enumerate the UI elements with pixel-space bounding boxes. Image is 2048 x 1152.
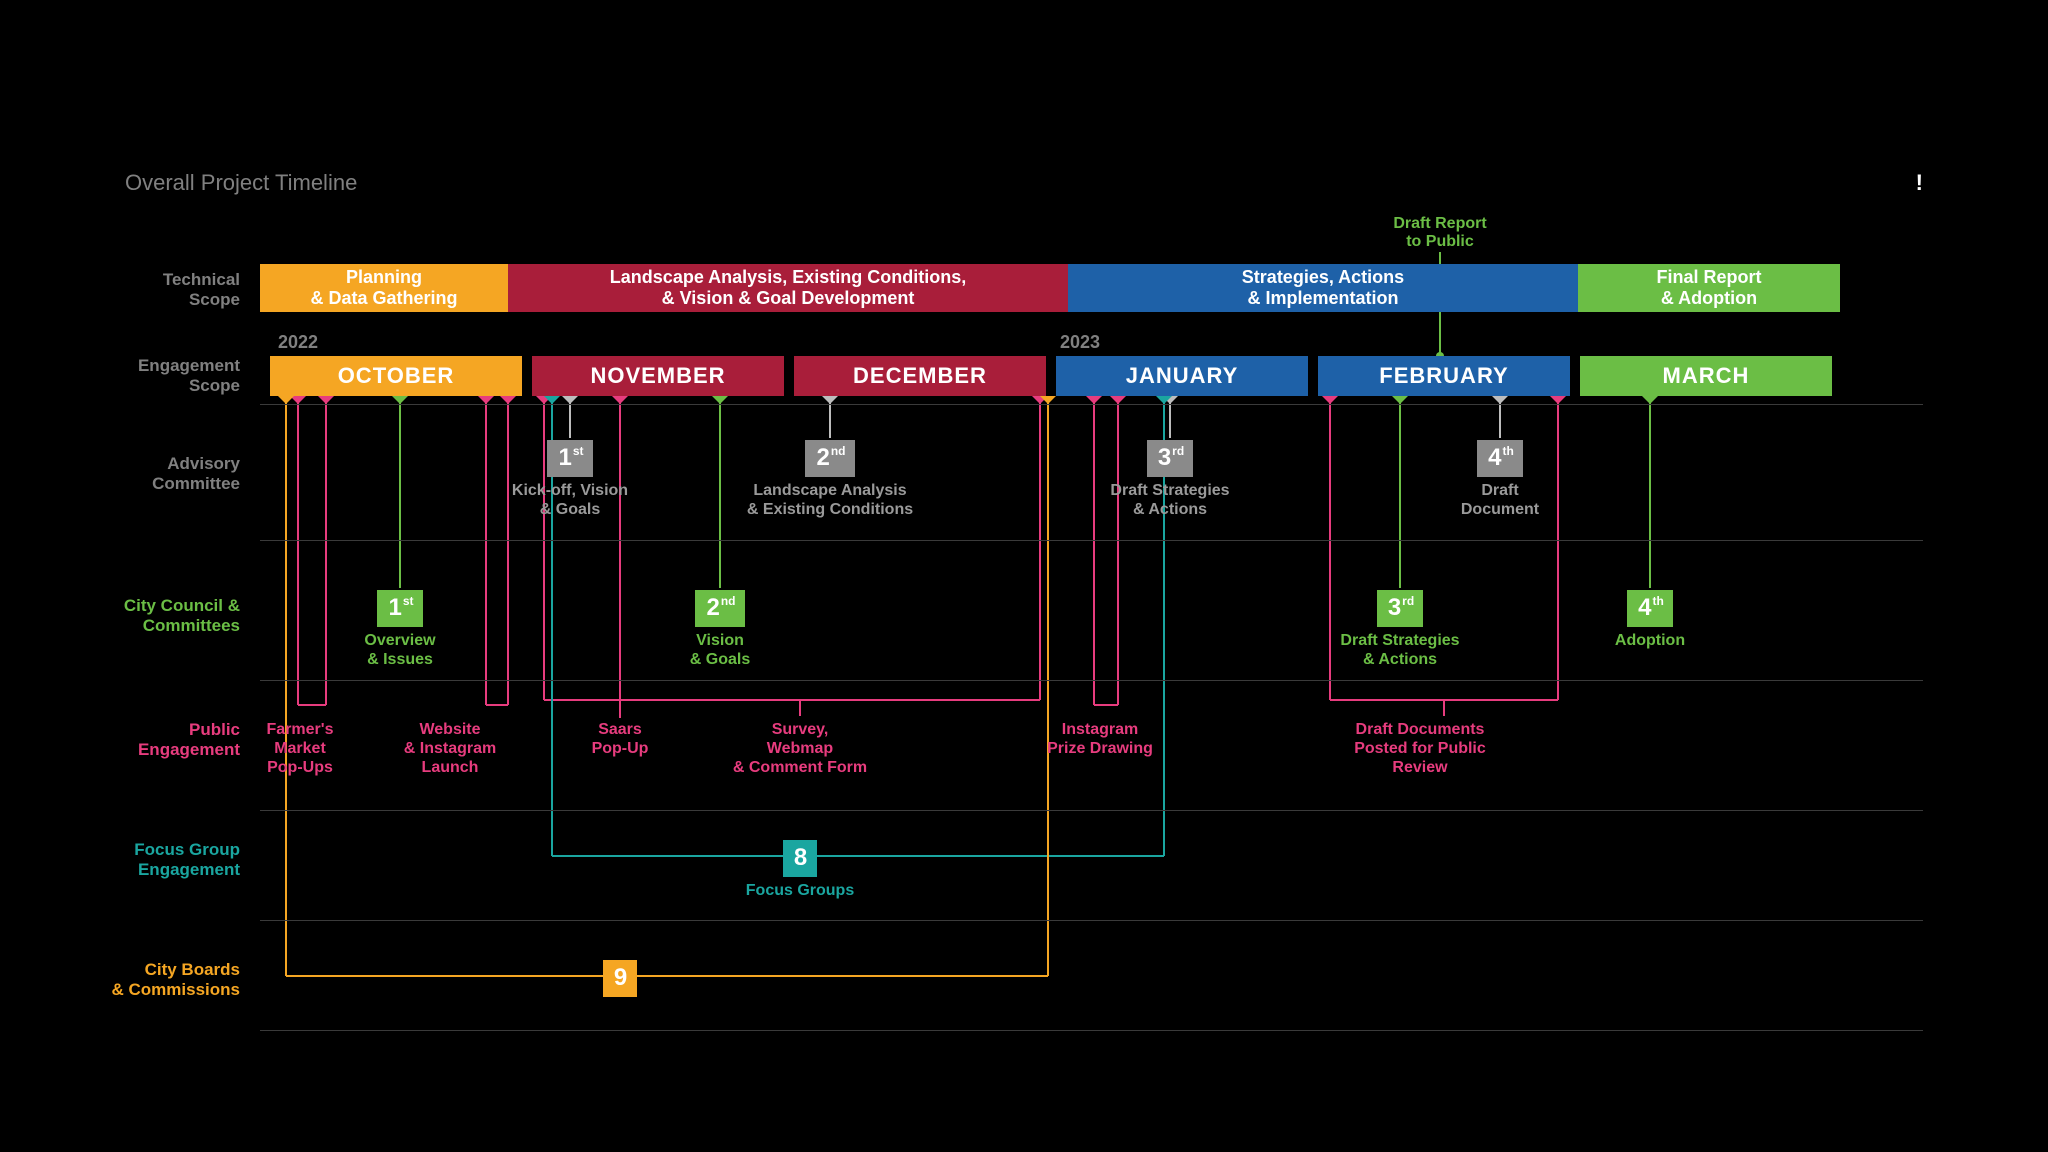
public-engagement-event: Survey,Webmap& Comment Form	[700, 720, 900, 778]
month-bar: DECEMBER	[794, 356, 1046, 396]
page-title: Overall Project Timeline	[125, 170, 357, 196]
advisory-milestone: 2ndLandscape Analysis& Existing Conditio…	[720, 440, 940, 519]
month-bar: JANUARY	[1056, 356, 1308, 396]
row-divider	[260, 810, 1923, 811]
month-bar: FEBRUARY	[1318, 356, 1570, 396]
technical-scope-phase: Final Report& Adoption	[1578, 264, 1840, 312]
advisory-milestone: 1stKick-off, Vision& Goals	[480, 440, 660, 519]
month-bar: MARCH	[1580, 356, 1832, 396]
row-divider	[260, 540, 1923, 541]
label-focus: Focus GroupEngagement	[60, 840, 240, 880]
technical-scope-phase: Strategies, Actions& Implementation	[1068, 264, 1578, 312]
label-technical-scope: TechnicalScope	[60, 270, 240, 310]
draft-report-label: Draft Reportto Public	[1393, 215, 1486, 250]
label-engagement-scope: EngagementScope	[60, 356, 240, 396]
public-engagement-event: SaarsPop-Up	[560, 720, 680, 758]
public-engagement-event: Website& InstagramLaunch	[380, 720, 520, 778]
council-milestone: 3rdDraft Strategies& Actions	[1310, 590, 1490, 669]
month-bar: OCTOBER	[270, 356, 522, 396]
draft-report-callout: Draft Reportto Public	[1370, 215, 1510, 251]
label-public: PublicEngagement	[60, 720, 240, 760]
public-engagement-event: Draft DocumentsPosted for PublicReview	[1320, 720, 1520, 778]
row-divider	[260, 1030, 1923, 1031]
label-advisory: AdvisoryCommittee	[60, 454, 240, 494]
public-engagement-event: Farmer'sMarketPop-Ups	[240, 720, 360, 778]
technical-scope-phase: Landscape Analysis, Existing Conditions,…	[508, 264, 1068, 312]
year-label: 2022	[278, 332, 318, 353]
advisory-milestone: 3rdDraft Strategies& Actions	[1080, 440, 1260, 519]
council-milestone: 1stOverview& Issues	[330, 590, 470, 669]
row-divider	[260, 920, 1923, 921]
month-bar: NOVEMBER	[532, 356, 784, 396]
focus-group-count: 8Focus Groups	[720, 840, 880, 900]
public-engagement-event: InstagramPrize Drawing	[1020, 720, 1180, 758]
year-label: 2023	[1060, 332, 1100, 353]
council-milestone: 2ndVision& Goals	[650, 590, 790, 669]
row-divider	[260, 680, 1923, 681]
label-council: City Council &Committees	[60, 596, 240, 636]
advisory-milestone: 4thDraftDocument	[1420, 440, 1580, 519]
technical-scope-phase: Planning& Data Gathering	[260, 264, 508, 312]
boards-count: 9	[590, 960, 650, 1001]
label-boards: City Boards& Commissions	[60, 960, 240, 1000]
row-divider	[260, 404, 1923, 405]
exclaim-icon: !	[1916, 170, 1923, 196]
council-milestone: 4thAdoption	[1580, 590, 1720, 650]
